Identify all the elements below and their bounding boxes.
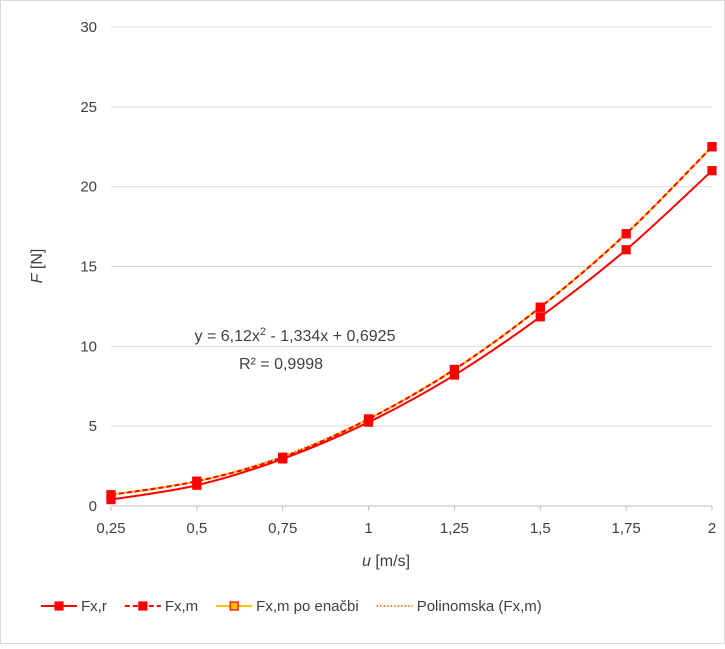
x-tick-label: 1,5	[530, 520, 551, 537]
y-tick-label: 20	[80, 179, 97, 196]
y-tick-label: 10	[80, 338, 97, 355]
x-tick-label: 0,5	[186, 520, 207, 537]
y-tick-label: 5	[89, 418, 97, 435]
legend-label: Fx,r	[81, 598, 107, 615]
series-marker	[707, 142, 717, 152]
legend: Fx,r Fx,m Fx,m po enačbi Polinomska (Fx,m)	[41, 598, 542, 615]
axes	[110, 505, 713, 511]
series-marker	[449, 370, 460, 380]
y-tick-label: 0	[89, 498, 97, 515]
series-marker	[106, 495, 116, 505]
labels-layer: 0 5 10 15 20 25 30 0,25 0,5 0,75 1 1,25 1,5 1,75 2	[80, 19, 716, 537]
series-marker	[621, 245, 631, 255]
legend-item: Fx,m po enačbi	[216, 598, 359, 615]
series-marker	[535, 312, 545, 322]
legend-item: Fx,m	[124, 598, 198, 615]
series-marker	[621, 229, 631, 239]
y-tick-label: 15	[80, 259, 97, 276]
x-tick-label: 1,25	[440, 520, 469, 537]
legend-swatch-marker	[54, 601, 64, 611]
y-tick-label: 25	[80, 99, 97, 116]
series-marker	[192, 480, 202, 490]
legend-item: Polinomska (Fx,m)	[376, 598, 542, 615]
gridlines	[111, 26, 712, 427]
legend-label: Polinomska (Fx,m)	[417, 598, 542, 615]
x-tick-label: 1,75	[612, 520, 641, 537]
trendline-equation: y = 6,12x2 - 1,334x + 0,6925	[195, 326, 396, 345]
y-tick-label: 30	[80, 19, 97, 36]
y-axis-title: F [N]	[29, 249, 46, 284]
x-axis-title: u [m/s]	[362, 553, 410, 570]
x-tick-label: 2	[708, 520, 716, 537]
legend-label: Fx,m po enačbi	[256, 598, 359, 615]
trendline-r-squared: R² = 0,9998	[239, 356, 323, 373]
legend-label: Fx,m	[165, 598, 198, 615]
series-marker	[363, 417, 374, 427]
series-marker	[707, 166, 717, 176]
legend-item: Fx,r	[41, 598, 107, 615]
x-tick-label: 0,75	[268, 520, 297, 537]
series-layer	[106, 142, 717, 505]
x-tick-label: 0,25	[96, 520, 125, 537]
legend-swatch-marker	[229, 601, 239, 611]
x-tick-label: 1	[364, 520, 372, 537]
series-marker	[535, 302, 545, 312]
series-marker	[278, 454, 288, 464]
legend-swatch-marker	[138, 601, 148, 611]
